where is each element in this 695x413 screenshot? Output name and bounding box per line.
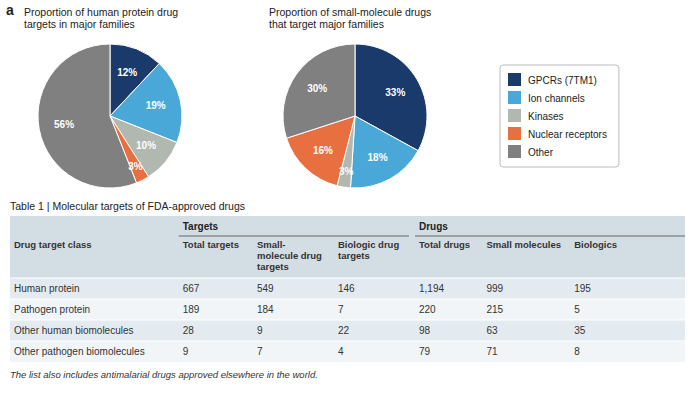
table-cell: 4	[338, 346, 344, 357]
column-group: Drugs	[419, 221, 448, 232]
table-title: Table 1 | Molecular targets of FDA-appro…	[10, 200, 245, 212]
data-label: 56%	[54, 119, 74, 130]
table-cell: 79	[419, 346, 431, 357]
column-group: Targets	[183, 221, 219, 232]
table-cell: 35	[574, 325, 586, 336]
table-row-bg	[10, 341, 685, 362]
table-cell: 999	[487, 283, 504, 294]
table-cell: 1,194	[419, 283, 444, 294]
legend: GPCRs (7TM1) Ion channels Kinases Nuclear r…	[500, 65, 619, 167]
pie-slice: Other	[283, 44, 355, 138]
table-cell: 220	[419, 304, 436, 315]
row-rule	[10, 320, 685, 321]
table-cell: 9	[183, 346, 189, 357]
group-rule	[179, 236, 409, 237]
pie-slice: Other	[38, 44, 137, 188]
row-rule	[10, 341, 685, 342]
table-cell: 28	[183, 325, 195, 336]
table-cell: 195	[574, 283, 591, 294]
footnote: The list also includes antimalarial drug…	[10, 369, 318, 380]
column-header: Total targets	[183, 239, 239, 250]
column-header: Biologic drugtargets	[338, 239, 399, 261]
table-cell: 215	[487, 304, 504, 315]
legend-swatch	[508, 91, 521, 104]
row-rule	[10, 299, 685, 300]
legend-entry: Kinases	[528, 111, 564, 122]
legend-entry: Ion channels	[528, 93, 585, 104]
table-row-bg	[10, 320, 685, 341]
legend-swatch	[508, 127, 521, 140]
table-cell: 7	[338, 304, 344, 315]
table-cell: 5	[574, 304, 580, 315]
legend-entry: Nuclear receptors	[528, 129, 607, 140]
data-label: 33%	[385, 87, 405, 98]
table-cell: 98	[419, 325, 431, 336]
pie-slice: Ion channels	[350, 116, 418, 188]
table-cell: 22	[338, 325, 350, 336]
legend-swatch	[508, 73, 521, 86]
table-cell: 71	[487, 346, 499, 357]
panel-label: a	[6, 2, 14, 18]
column-header: Small-molecule drugtargets	[257, 239, 322, 272]
table-cell: Pathogen protein	[14, 304, 90, 315]
pie-title: Proportion of small-molecule drugsthat t…	[269, 6, 431, 30]
table-cell: 189	[183, 304, 200, 315]
table-cell: 667	[183, 283, 200, 294]
data-label: 3%	[128, 161, 143, 172]
pie: Proportion of human protein drugtargets …	[24, 6, 182, 188]
table-cell: 184	[257, 304, 274, 315]
column-header: Small molecules	[487, 239, 561, 250]
table-cell: 7	[257, 346, 263, 357]
column-header: Biologics	[574, 239, 617, 250]
data-label: 12%	[117, 67, 137, 78]
table-cell: Other human biomolecules	[14, 325, 134, 336]
table-cell: 8	[574, 346, 580, 357]
pie-title: Proportion of human protein drugtargets …	[24, 6, 178, 30]
legend-entry: Other	[528, 147, 554, 158]
data-label: 3%	[339, 166, 354, 177]
data-label: 30%	[307, 83, 327, 94]
pie: Proportion of small-molecule drugsthat t…	[269, 6, 431, 188]
data-label: 10%	[136, 140, 156, 151]
table-cell: 549	[257, 283, 274, 294]
table-cell: 63	[487, 325, 499, 336]
group-rule	[415, 236, 685, 237]
table: Table 1 | Molecular targets of FDA-appro…	[10, 200, 685, 380]
row-rule	[10, 278, 685, 279]
column-header: Drug target class	[14, 239, 92, 250]
table-cell: 9	[257, 325, 263, 336]
table-header-bg	[10, 216, 685, 278]
table-cell: Other pathogen biomolecules	[14, 346, 145, 357]
table-cell: 146	[338, 283, 355, 294]
chart-root: a Proportion of human protein drugtargets…	[0, 0, 695, 413]
table-row-bg	[10, 299, 685, 320]
data-label: 18%	[368, 152, 388, 163]
data-label: 19%	[146, 100, 166, 111]
table-cell: Human protein	[14, 283, 80, 294]
data-label: 16%	[313, 145, 333, 156]
table-row-bg	[10, 278, 685, 299]
legend-entry: GPCRs (7TM1)	[528, 75, 597, 86]
legend-frame	[500, 65, 619, 167]
legend-swatch	[508, 145, 521, 158]
column-header: Total drugs	[419, 239, 470, 250]
legend-swatch	[508, 109, 521, 122]
